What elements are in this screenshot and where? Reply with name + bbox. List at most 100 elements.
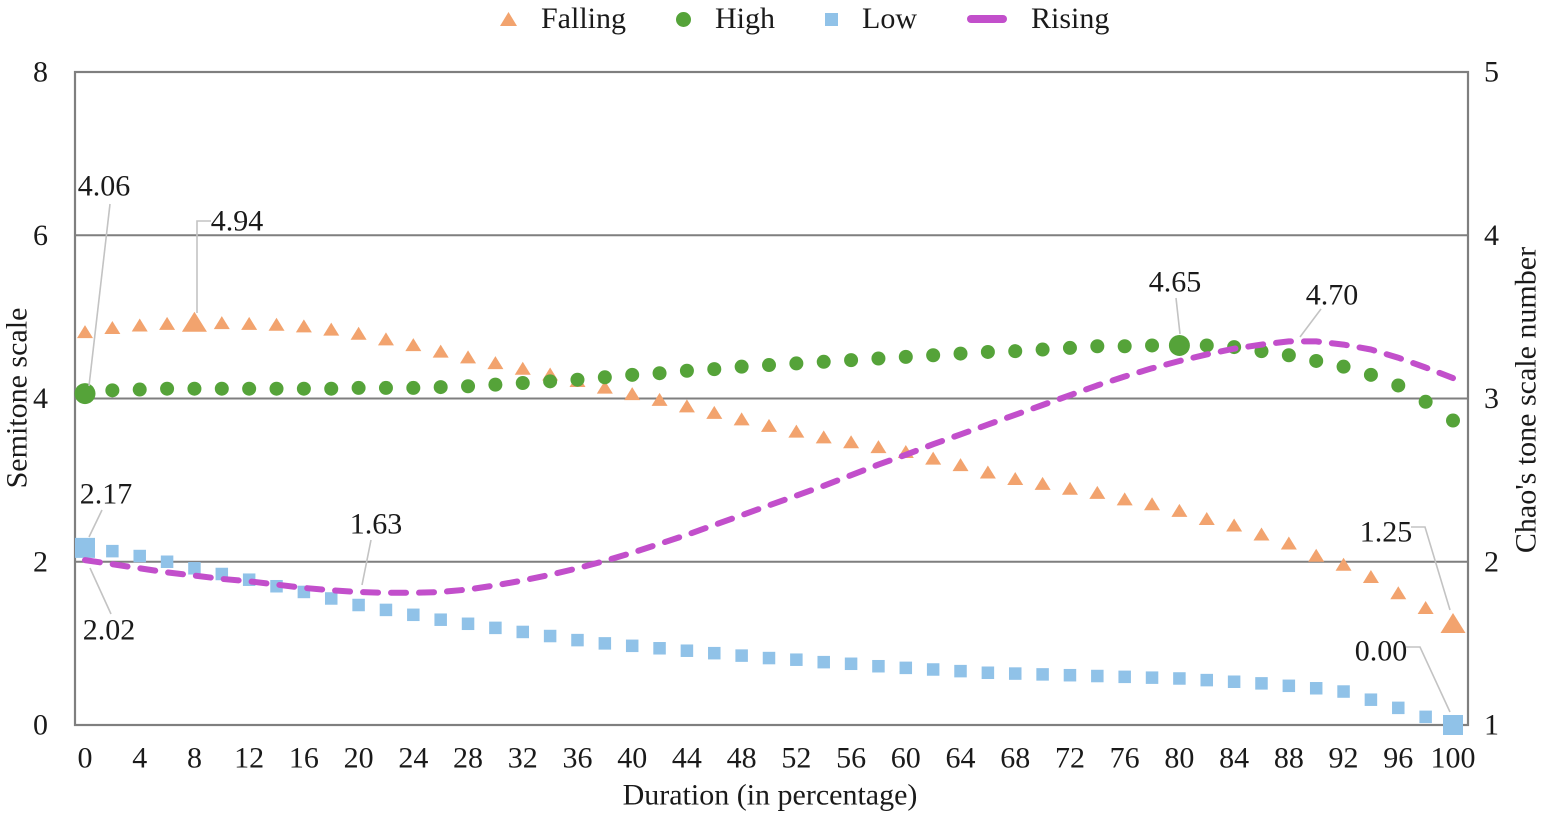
low-point xyxy=(160,555,174,568)
x-tick-label: 84 xyxy=(1219,742,1249,775)
high-point xyxy=(105,383,120,398)
low-point xyxy=(680,644,694,657)
rising-dash-icon xyxy=(967,15,1008,23)
annotation-4.65: 4.65 xyxy=(1149,266,1201,335)
y-left-tick-label: 0 xyxy=(33,709,48,742)
low-point xyxy=(1309,682,1323,695)
falling-point xyxy=(487,356,504,370)
falling-point xyxy=(295,319,312,333)
high-point xyxy=(296,381,311,396)
low-point xyxy=(1227,675,1241,688)
x-tick-label: 28 xyxy=(453,742,483,775)
low-point xyxy=(708,646,721,660)
series-rising xyxy=(82,338,1456,596)
falling-point xyxy=(1308,548,1325,562)
high-point xyxy=(844,353,859,368)
annotation-2.02: 2.02 xyxy=(83,567,136,647)
annotation-4.94: 4.94 xyxy=(196,205,264,313)
falling-point xyxy=(1089,485,1106,499)
falling-point xyxy=(1390,586,1407,600)
series-high xyxy=(74,334,1460,428)
falling-point xyxy=(925,451,942,465)
low-square-icon xyxy=(825,12,839,26)
annotation-label: 0.00 xyxy=(1355,635,1408,668)
high-point xyxy=(132,382,147,397)
x-tick-label: 0 xyxy=(78,742,93,775)
falling-point xyxy=(870,440,887,454)
high-point xyxy=(187,381,202,396)
y-left-tick-label: 8 xyxy=(33,56,48,89)
low-point xyxy=(872,659,885,673)
x-axis-title: Duration (in percentage) xyxy=(623,779,918,812)
falling-point xyxy=(651,392,668,406)
y-left-tick-label: 4 xyxy=(33,382,48,415)
y-right-tick-label: 4 xyxy=(1484,219,1499,252)
low-point xyxy=(1443,715,1463,735)
high-circle-icon xyxy=(676,11,692,27)
x-tick-label: 44 xyxy=(672,742,702,775)
falling-point xyxy=(1417,600,1434,614)
falling-point xyxy=(514,361,531,375)
x-tick-label: 64 xyxy=(946,742,976,775)
high-point xyxy=(1168,334,1190,356)
falling-point xyxy=(1171,503,1188,517)
annotation-leader-line xyxy=(196,220,211,313)
y-right-tick-label: 3 xyxy=(1484,382,1499,415)
high-point xyxy=(1418,394,1433,409)
annotation-leader-line xyxy=(1299,308,1322,338)
falling-point xyxy=(815,430,832,444)
annotation-leader-line xyxy=(88,509,103,538)
falling-point xyxy=(761,418,777,432)
x-tick-label: 72 xyxy=(1055,742,1085,775)
chart-legend: Falling High Low Rising xyxy=(500,0,1109,38)
annotation-label: 2.02 xyxy=(83,614,136,647)
high-point xyxy=(406,380,421,395)
falling-point xyxy=(432,344,449,358)
high-point xyxy=(570,372,585,387)
falling-point xyxy=(323,322,340,336)
x-tick-label: 88 xyxy=(1274,742,1304,775)
low-point xyxy=(407,608,420,622)
low-point xyxy=(489,621,502,635)
legend-item-low: Low xyxy=(825,1,917,37)
annotation-label: 4.70 xyxy=(1306,279,1359,312)
high-point xyxy=(242,381,257,396)
annotation-4.06: 4.06 xyxy=(78,170,130,387)
low-point xyxy=(844,657,858,671)
falling-point xyxy=(678,399,695,413)
annotation-label: 1.63 xyxy=(350,508,403,541)
falling-point xyxy=(1335,557,1352,571)
low-point xyxy=(1364,693,1378,706)
y-left-axis-title: Semitone scale xyxy=(1,308,34,489)
low-point xyxy=(981,666,995,680)
y-left-tick-label: 6 xyxy=(33,219,48,252)
falling-point xyxy=(1061,481,1078,495)
falling-point xyxy=(1253,527,1270,541)
falling-point xyxy=(1034,476,1051,490)
low-point xyxy=(735,649,748,662)
low-point xyxy=(188,562,201,575)
series-falling xyxy=(77,311,1466,633)
annotation-leader-line xyxy=(88,203,111,387)
falling-point xyxy=(706,405,723,419)
high-point xyxy=(679,363,694,378)
falling-point xyxy=(104,320,121,334)
low-point xyxy=(762,651,776,665)
x-tick-label: 32 xyxy=(508,742,538,775)
falling-point xyxy=(1007,471,1024,485)
y-right-tick-label: 2 xyxy=(1484,545,1499,578)
falling-point xyxy=(159,316,176,330)
high-point xyxy=(980,344,995,359)
high-point xyxy=(1117,339,1132,354)
high-point xyxy=(707,362,722,377)
annotation-2.17: 2.17 xyxy=(80,478,133,538)
gridlines xyxy=(75,234,1468,563)
high-point xyxy=(734,359,749,374)
low-point xyxy=(1118,670,1131,684)
low-point xyxy=(1091,669,1104,683)
low-point xyxy=(1337,685,1350,698)
annotation-label: 2.17 xyxy=(80,478,133,511)
annotation-label: 4.94 xyxy=(211,205,264,238)
high-point xyxy=(871,351,886,366)
falling-point xyxy=(952,458,969,472)
